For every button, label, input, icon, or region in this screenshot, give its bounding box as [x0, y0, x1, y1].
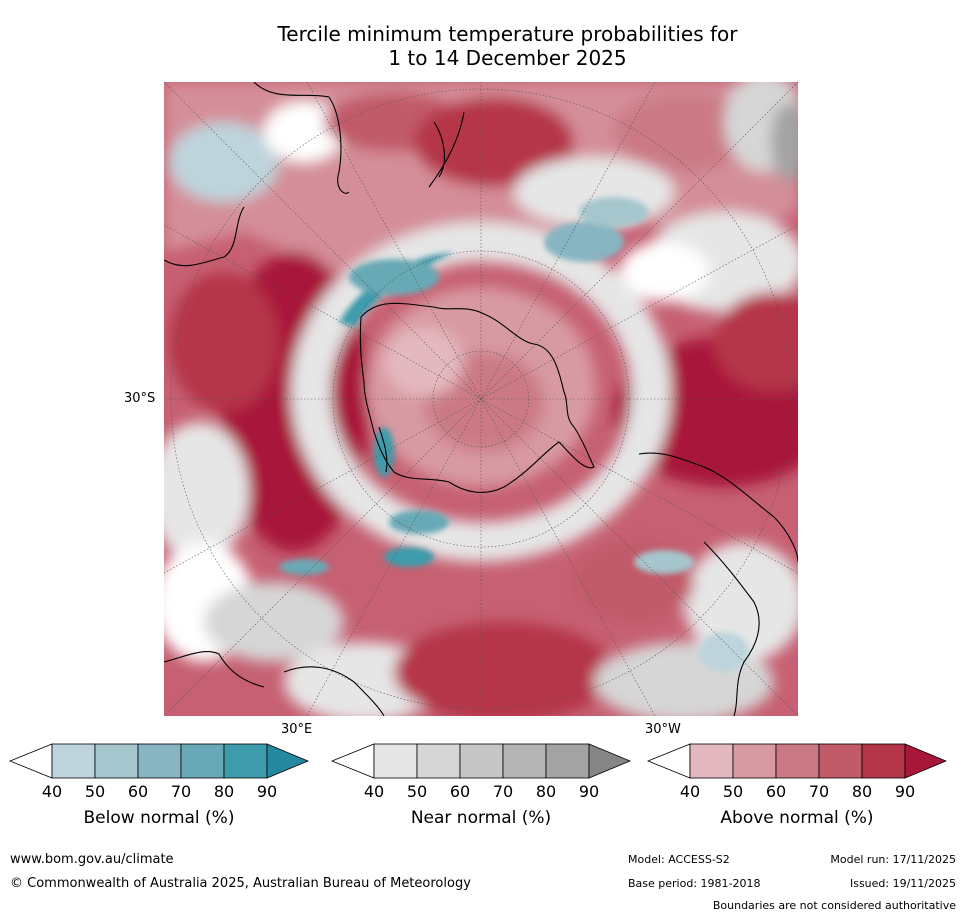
- tick-label: 80: [535, 782, 557, 801]
- colorbar-above-label: Above normal (%): [720, 808, 874, 828]
- website-link[interactable]: www.bom.gov.au/climate: [10, 852, 174, 867]
- colorbar-segment: [732, 743, 777, 779]
- colorbar-above: [647, 743, 947, 779]
- colorbar-segment: [775, 743, 820, 779]
- probability-map: [164, 82, 798, 716]
- new-zealand-coast: [428, 111, 465, 188]
- colorbar-segment: [373, 743, 418, 779]
- tick-label: 50: [722, 782, 744, 801]
- tick-label: 90: [578, 782, 600, 801]
- tick-label: 80: [851, 782, 873, 801]
- map-title: Tercile minimum temperature probabilitie…: [160, 22, 855, 70]
- colorbar-near-label: Near normal (%): [410, 808, 552, 828]
- africa-south-coast: [164, 651, 265, 688]
- colorbar-segment: [51, 743, 96, 779]
- colorbar-extend-low: [647, 743, 691, 779]
- colorbar-extend-high: [266, 743, 309, 779]
- colorbar-below-label: Below normal (%): [83, 808, 235, 828]
- tick-label: 60: [449, 782, 471, 801]
- tick-label: 40: [363, 782, 385, 801]
- copyright-text: © Commonwealth of Australia 2025, Austra…: [10, 876, 471, 891]
- issued-text: Issued: 19/11/2025: [849, 877, 956, 890]
- title-line-2: 1 to 14 December 2025: [388, 46, 627, 70]
- tick-label: 40: [41, 782, 63, 801]
- tick-label: 60: [127, 782, 149, 801]
- colorbar-segment: [416, 743, 461, 779]
- south-america-coast-2: [703, 541, 760, 716]
- south-america-coast: [638, 452, 798, 563]
- colorbar-segment: [137, 743, 182, 779]
- colorbar-segment: [180, 743, 225, 779]
- colorbar-segment: [861, 743, 906, 779]
- colorbar-segment: [223, 743, 268, 779]
- lon-label-30w: 30°W: [645, 722, 681, 737]
- madagascar-region-coast: [283, 666, 385, 716]
- graticule: [164, 82, 798, 716]
- colorbar-segment: [94, 743, 139, 779]
- antarctic-peninsula: [378, 426, 388, 473]
- title-line-1: Tercile minimum temperature probabilitie…: [277, 22, 738, 46]
- colorbar-above-graphic: [647, 743, 947, 779]
- tick-label: 50: [406, 782, 428, 801]
- coastlines: [164, 82, 798, 716]
- disclaimer-text: Boundaries are not considered authoritat…: [712, 899, 956, 912]
- tick-label: 80: [213, 782, 235, 801]
- colorbar-segment: [459, 743, 504, 779]
- map-canvas: [164, 82, 798, 716]
- colorbar-extend-low: [9, 743, 53, 779]
- colorbar-near-graphic: [331, 743, 631, 779]
- lon-label-30e: 30°E: [281, 722, 313, 737]
- tick-label: 40: [679, 782, 701, 801]
- antarctica-coast: [359, 302, 595, 493]
- colorbar-extend-high: [904, 743, 947, 779]
- colorbar-below: [9, 743, 309, 779]
- tick-label: 90: [256, 782, 278, 801]
- tick-label: 60: [765, 782, 787, 801]
- tick-label: 90: [894, 782, 916, 801]
- colorbar-extend-high: [588, 743, 631, 779]
- southern-africa-coast: [164, 206, 245, 267]
- colorbar-segment: [689, 743, 734, 779]
- colorbar-below-graphic: [9, 743, 309, 779]
- colorbar-extend-low: [331, 743, 375, 779]
- colorbar-below-ticks: 40 50 60 70 80 90: [9, 782, 309, 802]
- colorbar-segment: [818, 743, 863, 779]
- model-text: Model: ACCESS-S2: [628, 853, 730, 866]
- colorbar-segment: [545, 743, 590, 779]
- model-run-text: Model run: 17/11/2025: [830, 853, 956, 866]
- base-period-text: Base period: 1981-2018: [628, 877, 761, 890]
- colorbar-above-ticks: 40 50 60 70 80 90: [647, 782, 947, 802]
- below-normal-patches: [279, 197, 749, 672]
- colorbar-segment: [502, 743, 547, 779]
- tick-label: 70: [492, 782, 514, 801]
- tick-label: 50: [84, 782, 106, 801]
- tick-label: 70: [808, 782, 830, 801]
- colorbar-near: [331, 743, 631, 779]
- australia-coast: [253, 82, 350, 194]
- colorbar-near-ticks: 40 50 60 70 80 90: [331, 782, 631, 802]
- tick-label: 70: [170, 782, 192, 801]
- lat-label-30s: 30°S: [124, 391, 156, 406]
